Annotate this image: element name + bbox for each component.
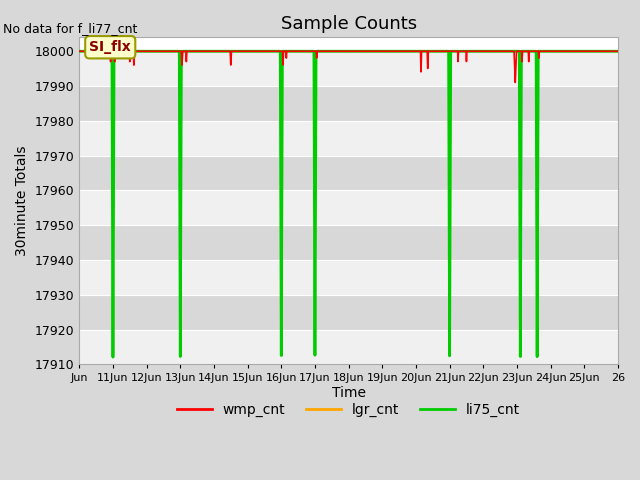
X-axis label: Time: Time: [332, 386, 365, 400]
Bar: [79, 191, 618, 225]
Text: SI_flx: SI_flx: [90, 40, 131, 54]
Legend: wmp_cnt, lgr_cnt, li75_cnt: wmp_cnt, lgr_cnt, li75_cnt: [172, 397, 526, 423]
Bar: [79, 86, 618, 121]
Y-axis label: 30minute Totals: 30minute Totals: [15, 145, 29, 256]
Text: No data for f_li77_cnt: No data for f_li77_cnt: [3, 22, 138, 35]
Bar: [79, 156, 618, 191]
Bar: [79, 225, 618, 260]
Bar: [79, 121, 618, 156]
Bar: [79, 330, 618, 364]
Bar: [79, 260, 618, 295]
Title: Sample Counts: Sample Counts: [280, 15, 417, 33]
Bar: [79, 295, 618, 330]
Bar: [79, 51, 618, 86]
